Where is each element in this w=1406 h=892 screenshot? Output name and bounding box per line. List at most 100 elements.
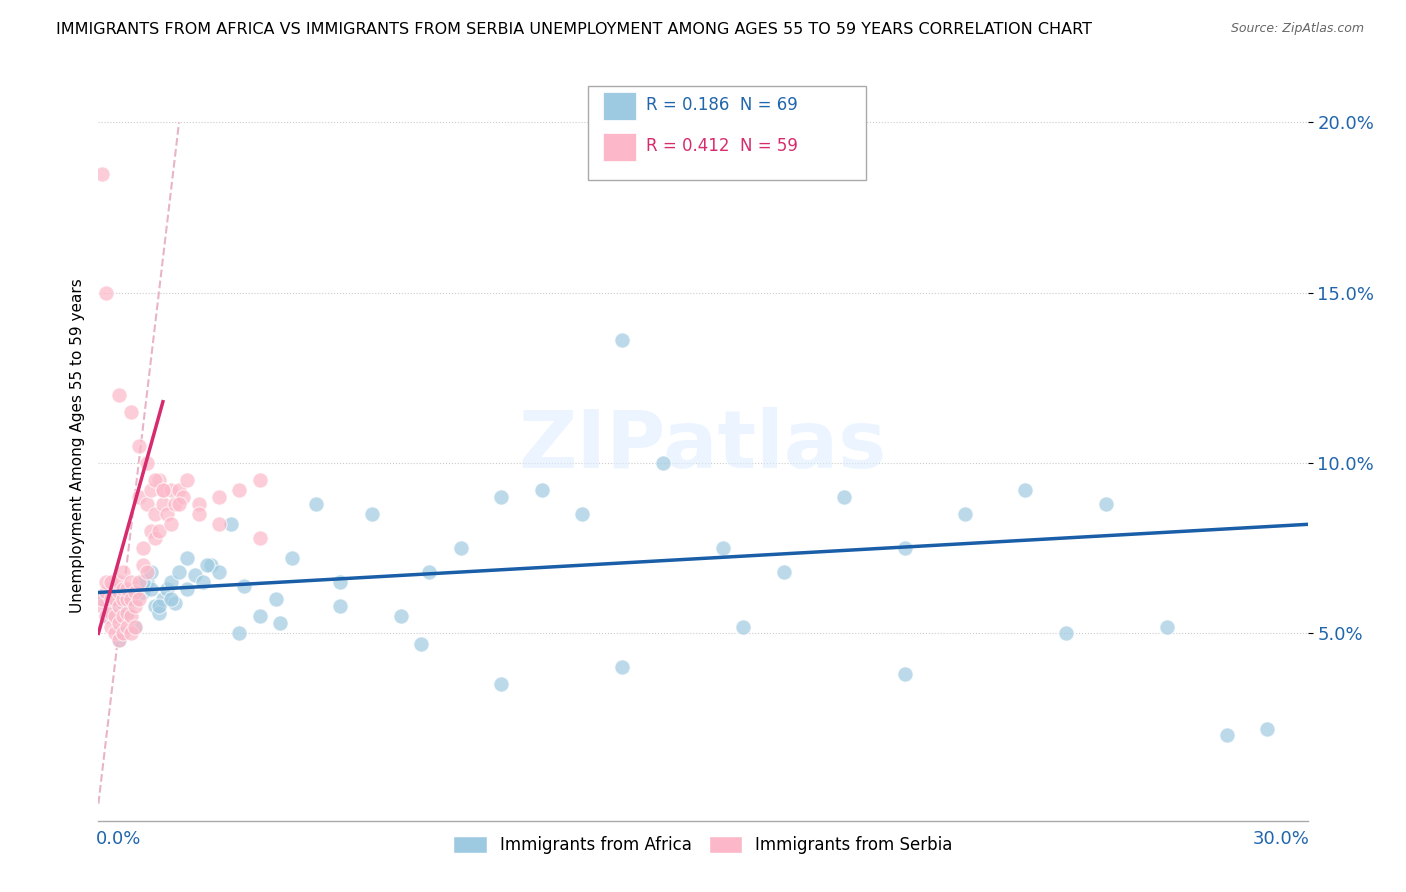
Point xyxy=(115,619,138,633)
Text: 30.0%: 30.0% xyxy=(1253,830,1310,847)
Point xyxy=(124,619,146,633)
Point xyxy=(491,677,513,691)
Point xyxy=(148,599,170,613)
Point xyxy=(148,524,170,538)
Point xyxy=(200,558,222,573)
Point xyxy=(128,579,150,593)
Point xyxy=(100,582,122,596)
Point xyxy=(160,517,183,532)
Point xyxy=(139,524,162,538)
Point xyxy=(409,636,432,650)
Point xyxy=(249,473,271,487)
Point xyxy=(176,551,198,566)
Text: Source: ZipAtlas.com: Source: ZipAtlas.com xyxy=(1230,22,1364,36)
Point xyxy=(91,167,114,181)
Point xyxy=(124,619,146,633)
Point xyxy=(128,592,150,607)
Point xyxy=(281,551,304,566)
Point xyxy=(91,599,114,613)
Point xyxy=(132,585,155,599)
Point xyxy=(249,609,271,624)
Point xyxy=(167,565,190,579)
Point xyxy=(160,592,183,607)
Point xyxy=(491,490,513,504)
Point xyxy=(571,507,593,521)
Text: R = 0.412  N = 59: R = 0.412 N = 59 xyxy=(647,137,799,155)
Point xyxy=(953,507,976,521)
Point xyxy=(111,609,134,624)
Point xyxy=(228,483,250,498)
Point xyxy=(193,575,215,590)
Point xyxy=(120,405,142,419)
Point xyxy=(450,541,472,556)
Point xyxy=(1256,722,1278,736)
Point xyxy=(96,609,118,624)
Point xyxy=(111,565,134,579)
Point xyxy=(107,585,129,599)
Point xyxy=(208,490,231,504)
Point xyxy=(103,599,125,613)
Point xyxy=(115,592,138,607)
Point xyxy=(120,626,142,640)
Point xyxy=(132,575,155,590)
Point xyxy=(135,575,157,590)
Point xyxy=(120,575,142,590)
Point xyxy=(249,531,271,545)
Point xyxy=(163,596,186,610)
Bar xyxy=(603,92,637,120)
Point xyxy=(418,565,440,579)
Point xyxy=(163,497,186,511)
Text: R = 0.186  N = 69: R = 0.186 N = 69 xyxy=(647,96,799,114)
Point xyxy=(711,541,734,556)
Point xyxy=(208,517,231,532)
Point xyxy=(111,592,134,607)
Point xyxy=(329,599,352,613)
Point xyxy=(228,626,250,640)
Point xyxy=(103,626,125,640)
Point xyxy=(132,558,155,573)
Point xyxy=(143,507,166,521)
Point xyxy=(107,633,129,648)
Point xyxy=(156,582,179,596)
Point xyxy=(107,388,129,402)
Point xyxy=(167,497,190,511)
Text: 0.0%: 0.0% xyxy=(96,830,142,847)
Point xyxy=(111,596,134,610)
Point xyxy=(132,541,155,556)
Point xyxy=(120,592,142,607)
Point xyxy=(111,626,134,640)
Point xyxy=(128,490,150,504)
Point xyxy=(184,568,207,582)
Point xyxy=(96,285,118,300)
Point xyxy=(103,592,125,607)
Point xyxy=(128,575,150,590)
Point xyxy=(1095,497,1118,511)
Point xyxy=(100,575,122,590)
Point xyxy=(91,592,114,607)
Point xyxy=(152,483,174,498)
Text: IMMIGRANTS FROM AFRICA VS IMMIGRANTS FROM SERBIA UNEMPLOYMENT AMONG AGES 55 TO 5: IMMIGRANTS FROM AFRICA VS IMMIGRANTS FRO… xyxy=(56,22,1092,37)
Point xyxy=(152,592,174,607)
Point xyxy=(124,592,146,607)
Point xyxy=(107,616,129,631)
Point xyxy=(612,660,634,674)
Point xyxy=(124,585,146,599)
Point xyxy=(176,473,198,487)
Point xyxy=(124,599,146,613)
Point xyxy=(152,497,174,511)
Point xyxy=(305,497,328,511)
Point xyxy=(96,609,118,624)
Point xyxy=(893,667,915,681)
Point xyxy=(120,585,142,599)
Point xyxy=(1014,483,1036,498)
Point xyxy=(103,609,125,624)
Point xyxy=(832,490,855,504)
Point xyxy=(100,606,122,620)
Point xyxy=(91,592,114,607)
Point xyxy=(96,585,118,599)
Point xyxy=(96,575,118,590)
Point xyxy=(143,473,166,487)
Point xyxy=(100,619,122,633)
Point xyxy=(232,579,254,593)
Y-axis label: Unemployment Among Ages 55 to 59 years: Unemployment Among Ages 55 to 59 years xyxy=(69,278,84,614)
